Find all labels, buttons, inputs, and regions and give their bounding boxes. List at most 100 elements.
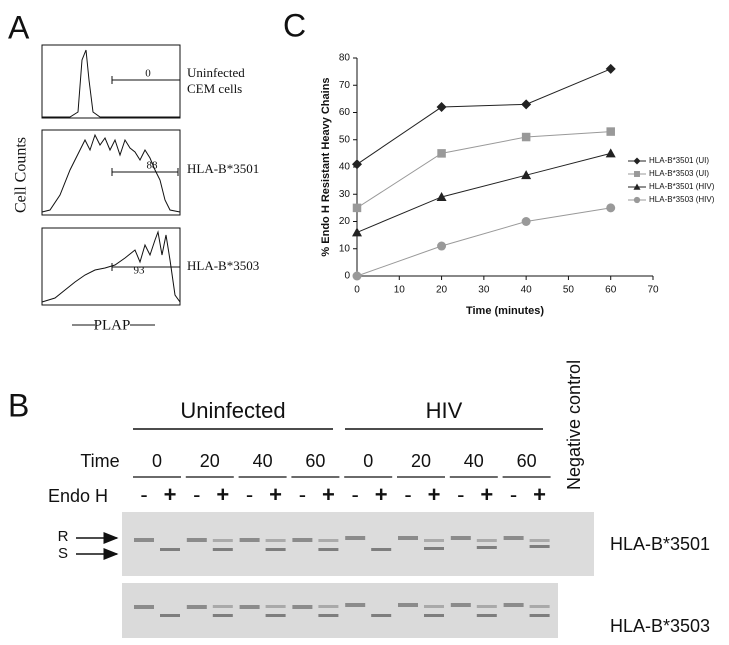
series-line	[356, 131, 611, 209]
gel-band	[476, 605, 497, 608]
marker	[606, 203, 616, 213]
row-label: Endo H	[48, 486, 108, 506]
group-label: Uninfected	[180, 398, 285, 423]
gel	[122, 512, 594, 576]
gel-band	[186, 538, 207, 542]
marker	[606, 127, 615, 136]
gel-band	[371, 548, 392, 551]
gel-band	[424, 605, 444, 608]
hist-frame	[41, 129, 181, 216]
axis-label: Cell Counts	[13, 137, 30, 213]
gate-value: 0	[145, 68, 151, 80]
x-tick-label: 10	[394, 285, 406, 296]
legend-label: HLA-B*3501 (UI)	[649, 156, 709, 165]
time-label: 60	[517, 451, 537, 471]
plot-label: HLA-B*3503	[187, 258, 259, 273]
marker	[634, 171, 640, 177]
gel-band	[450, 536, 471, 540]
endo-sign: -	[352, 482, 359, 507]
gate	[111, 263, 180, 271]
gel-band	[424, 614, 444, 617]
gel-band	[265, 548, 286, 551]
series-line	[356, 207, 611, 277]
hist-curve	[42, 49, 180, 118]
marker	[605, 148, 616, 158]
time-label: 0	[152, 451, 162, 471]
y-tick-label: 80	[339, 53, 351, 64]
marker	[521, 217, 531, 226]
axis-label: PLAP	[94, 317, 131, 333]
x-tick-label: 50	[563, 285, 575, 296]
endo-sign: -	[510, 482, 517, 507]
gel-band	[134, 605, 154, 609]
gel-band	[318, 605, 339, 608]
time-label: 40	[253, 451, 273, 471]
gate	[111, 76, 180, 84]
gel-band	[239, 605, 260, 609]
marker	[633, 183, 641, 190]
gel-band	[212, 548, 233, 551]
panel-letter: A	[8, 9, 30, 45]
gel-band	[529, 545, 550, 548]
gel-band	[424, 539, 444, 542]
gel-band	[212, 614, 233, 617]
endo-sign: +	[428, 482, 441, 507]
x-tick-label: 30	[478, 285, 490, 296]
gel-band	[450, 603, 471, 607]
marker	[521, 99, 532, 110]
gel-band	[239, 538, 260, 542]
endo-sign: +	[269, 482, 282, 507]
gel-band	[265, 614, 286, 617]
gel-band	[292, 538, 313, 542]
endo-sign: -	[457, 482, 464, 507]
panel-letter: B	[8, 387, 29, 423]
marker	[633, 157, 641, 165]
gel-label: HLA-B*3501	[610, 534, 710, 554]
band-label: S	[58, 545, 68, 562]
gel-band	[398, 603, 418, 607]
hist-curve	[41, 230, 181, 303]
gel-band	[529, 605, 550, 608]
gate	[111, 168, 179, 176]
marker	[521, 132, 531, 142]
y-axis-title: % Endo H Resistant Heavy Chains	[320, 77, 332, 256]
histograms	[41, 44, 181, 326]
legend-label: HLA-B*3503 (HIV)	[649, 195, 715, 204]
marker	[437, 149, 446, 158]
gel-band	[398, 536, 418, 540]
time-label: 60	[305, 451, 325, 471]
gel-band	[371, 614, 392, 617]
gel-band	[529, 614, 550, 617]
endo-sign: -	[246, 482, 253, 507]
gel-label: HLA-B*3503	[610, 616, 710, 636]
gel-band	[212, 605, 233, 608]
x-tick-label: 20	[436, 285, 448, 296]
y-tick-label: 10	[339, 243, 351, 254]
y-tick-label: 0	[344, 271, 350, 282]
gel	[122, 583, 558, 638]
gate-value: 88	[147, 160, 159, 172]
gel-band	[476, 546, 497, 549]
time-label: 20	[411, 451, 431, 471]
endo-sign: +	[216, 482, 229, 507]
plot-label: CEM cells	[187, 81, 242, 96]
x-axis-title: Time (minutes)	[466, 305, 544, 317]
gel-band	[160, 614, 180, 617]
row-label: Time	[80, 451, 119, 471]
gel-band	[186, 605, 207, 609]
series-line	[356, 68, 611, 165]
marker	[352, 271, 362, 281]
endo-sign: +	[533, 482, 546, 507]
endo-sign: +	[164, 482, 177, 507]
endo-sign: +	[322, 482, 335, 507]
marker	[436, 191, 447, 201]
gel-band	[503, 536, 524, 540]
gel-band	[134, 538, 154, 542]
y-tick-label: 40	[339, 162, 351, 173]
marker	[352, 203, 362, 213]
lane-label: Negative control	[564, 360, 584, 490]
endo-sign: -	[140, 482, 147, 507]
hist-frame	[41, 44, 181, 119]
gel-band	[265, 605, 286, 608]
group-label: HIV	[426, 398, 463, 423]
